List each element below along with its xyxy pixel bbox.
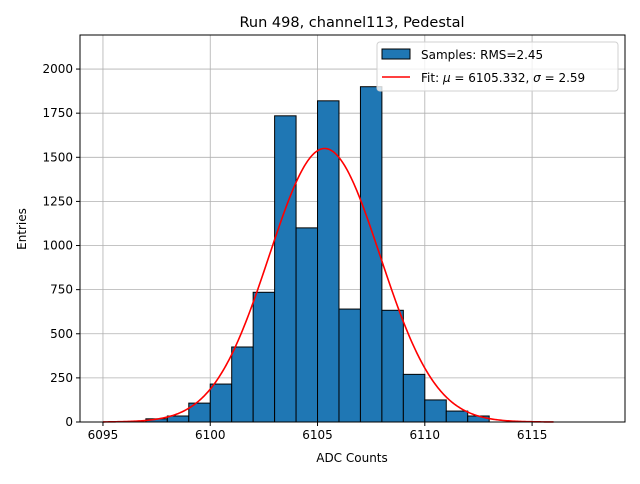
y-tick-label: 0 (65, 415, 73, 429)
legend-bar-swatch (381, 48, 411, 60)
histogram-bar (274, 115, 297, 423)
histogram-bar (295, 227, 319, 423)
y-tick-label: 250 (50, 371, 73, 385)
legend-samples-label: Samples: RMS=2.45 (421, 48, 543, 62)
x-tick-label: 6095 (88, 428, 119, 442)
histogram-bar (359, 86, 383, 423)
chart-title: Run 498, channel113, Pedestal (239, 15, 464, 31)
x-tick-label: 6100 (195, 428, 226, 442)
legend: Samples: RMS=2.45 Fit: μ = 6105.332, σ =… (376, 41, 619, 92)
y-tick-label: 1000 (42, 239, 73, 253)
y-tick-label: 1500 (42, 150, 73, 164)
histogram-bar (231, 346, 254, 423)
histogram-bar (402, 373, 426, 423)
histogram-bar (252, 291, 276, 423)
x-tick-label: 6115 (517, 428, 548, 442)
histogram-bar (209, 383, 233, 423)
y-tick-label: 750 (50, 283, 73, 297)
histogram-bar (381, 309, 404, 423)
x-axis-label: ADC Counts (316, 451, 388, 465)
y-tick-label: 500 (50, 327, 73, 341)
histogram-bar (424, 399, 447, 423)
histogram-bar (445, 410, 469, 423)
histogram-bar (338, 308, 361, 423)
fit-curve (102, 147, 554, 423)
y-tick-label: 1750 (42, 106, 73, 120)
legend-box (376, 41, 619, 92)
y-axis-label: Entries (15, 208, 29, 250)
legend-fit-label: Fit: μ = 6105.332, σ = 2.59 (421, 71, 585, 85)
x-tick-label: 6105 (302, 428, 333, 442)
y-tick-label: 1250 (42, 194, 73, 208)
histogram-bar (467, 415, 490, 423)
plot-frame (79, 34, 626, 423)
y-tick-label: 2000 (42, 62, 73, 76)
x-tick-label: 6110 (410, 428, 441, 442)
